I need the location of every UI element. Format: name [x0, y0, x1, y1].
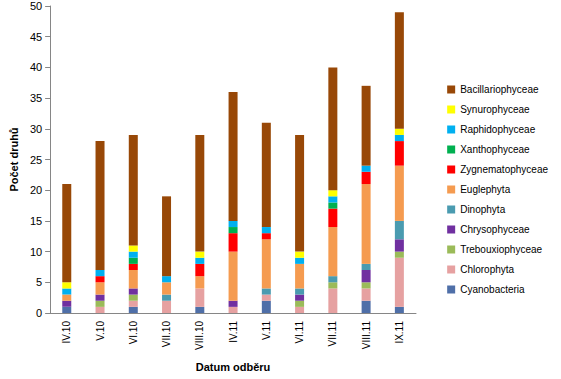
svg-text:35: 35 — [30, 92, 42, 104]
svg-text:IV.10: IV.10 — [61, 321, 72, 344]
svg-text:45: 45 — [30, 31, 42, 43]
svg-text:Datum odběru: Datum odběru — [196, 361, 271, 373]
svg-text:0: 0 — [36, 307, 42, 319]
svg-text:Zygnematophyceae: Zygnematophyceae — [460, 164, 548, 175]
svg-text:Cyanobacteria: Cyanobacteria — [460, 284, 525, 295]
svg-text:VII.10: VII.10 — [161, 321, 172, 348]
svg-text:V.10: V.10 — [95, 321, 106, 341]
svg-text:40: 40 — [30, 61, 42, 73]
svg-text:10: 10 — [30, 246, 42, 258]
svg-text:Synurophyceae: Synurophyceae — [460, 104, 530, 115]
svg-text:5: 5 — [36, 276, 42, 288]
svg-text:Trebouxiophyceae: Trebouxiophyceae — [460, 244, 542, 255]
svg-text:20: 20 — [30, 184, 42, 196]
svg-text:25: 25 — [30, 154, 42, 166]
svg-text:30: 30 — [30, 123, 42, 135]
svg-text:VI.10: VI.10 — [128, 321, 139, 345]
svg-text:IX.11: IX.11 — [394, 321, 405, 344]
svg-text:Chlorophyta: Chlorophyta — [460, 264, 514, 275]
svg-text:Bacillariophyceae: Bacillariophyceae — [460, 84, 539, 95]
svg-text:VII.11: VII.11 — [327, 321, 338, 347]
svg-text:Euglephyta: Euglephyta — [460, 184, 510, 195]
svg-text:15: 15 — [30, 215, 42, 227]
svg-text:50: 50 — [30, 0, 42, 12]
svg-text:Xanthophyceae: Xanthophyceae — [460, 144, 530, 155]
svg-text:VIII.10: VIII.10 — [194, 321, 205, 350]
svg-text:Raphidophyceae: Raphidophyceae — [460, 124, 535, 135]
svg-text:Dinophyta: Dinophyta — [460, 204, 505, 215]
svg-text:IV.11: IV.11 — [228, 321, 239, 343]
svg-text:VIII.11: VIII.11 — [361, 321, 372, 350]
svg-text:Chrysophyceae: Chrysophyceae — [460, 224, 530, 235]
svg-text:Počet druhů: Počet druhů — [8, 127, 20, 191]
svg-text:V.11: V.11 — [261, 321, 272, 340]
svg-text:VI.11: VI.11 — [294, 321, 305, 344]
